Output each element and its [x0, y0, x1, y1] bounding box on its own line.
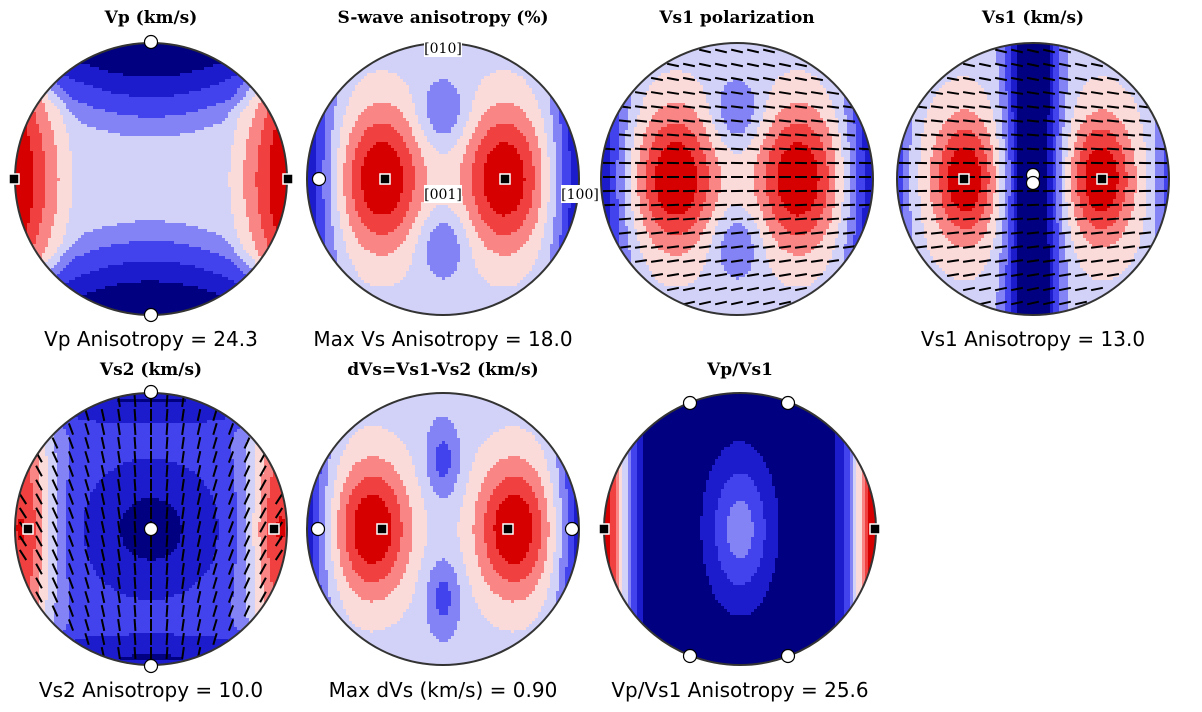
pole-figure-vs1pol — [600, 42, 874, 316]
min-marker — [1025, 175, 1041, 191]
pole-label-100-bg — [561, 185, 599, 203]
min-marker — [780, 395, 796, 411]
min-marker — [310, 521, 326, 537]
primitive-circle — [896, 42, 1170, 316]
pole-label-001: [001] — [424, 187, 462, 203]
max-marker — [22, 523, 34, 535]
panel-title: dVs=Vs1-Vs2 (km/s) — [347, 360, 539, 380]
pole-label-010-bg — [424, 39, 462, 57]
max-marker — [869, 523, 881, 535]
contour-field — [307, 43, 579, 315]
min-marker — [311, 171, 327, 187]
pole-label-010: [010] — [424, 41, 462, 57]
min-marker — [682, 395, 698, 411]
min-marker — [682, 648, 698, 664]
panel-caption: Vp/Vs1 Anisotropy = 25.6 — [611, 678, 869, 702]
max-marker — [1096, 173, 1108, 185]
max-marker — [502, 523, 514, 535]
panel-title: Vp (km/s) — [104, 8, 198, 28]
pole-figure-dvs — [306, 392, 580, 666]
panel-title: Vs1 polarization — [659, 8, 815, 28]
max-marker — [268, 523, 280, 535]
pole-label-100: [100] — [561, 187, 599, 203]
min-marker — [143, 658, 159, 674]
panel-caption: Max dVs (km/s) = 0.90 — [328, 678, 558, 702]
contour-field — [604, 393, 876, 665]
min-marker — [564, 521, 580, 537]
min-marker — [143, 307, 159, 323]
pole-figure-vpvs — [598, 392, 881, 666]
min-marker — [780, 648, 796, 664]
panel-title: Vs2 (km/s) — [99, 360, 203, 380]
primitive-circle — [600, 42, 874, 316]
max-marker — [376, 523, 388, 535]
panel-caption: Vp Anisotropy = 24.3 — [44, 327, 258, 351]
max-marker — [379, 173, 391, 185]
max-marker — [598, 523, 610, 535]
pole-figure-vs1 — [896, 42, 1170, 316]
min-marker — [143, 34, 159, 50]
panel-title: Vp/Vs1 — [707, 360, 773, 380]
max-marker — [8, 173, 20, 185]
min-marker — [143, 384, 159, 400]
panel-caption: Vs1 Anisotropy = 13.0 — [920, 327, 1146, 351]
pole-figure-vs2 — [14, 384, 288, 674]
panel-title: Vs1 (km/s) — [981, 8, 1085, 28]
panel-caption: Max Vs Anisotropy = 18.0 — [313, 327, 573, 351]
pole-label-001-bg — [424, 185, 462, 203]
panel-title: S-wave anisotropy (%) — [337, 8, 549, 28]
min-marker — [143, 521, 159, 537]
max-marker — [282, 173, 294, 185]
panel-caption: Vs2 Anisotropy = 10.0 — [38, 678, 264, 702]
pole-figure-avs: [010] [001] [100] — [306, 39, 599, 316]
max-marker — [499, 173, 511, 185]
pole-figure-vp — [8, 34, 294, 323]
max-marker — [958, 173, 970, 185]
contour-field — [15, 393, 287, 665]
